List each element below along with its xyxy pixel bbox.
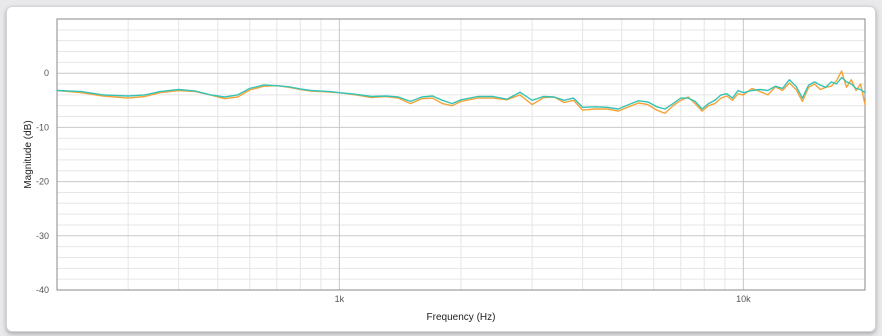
chart-panel: 0 -10 -20 -30 -40 1k 10k Frequency (Hz) Magni… [6, 6, 876, 332]
minor-gridlines-y [57, 29, 865, 280]
y-tick-labels: 0 -10 -20 -30 -40 [36, 68, 49, 295]
x-tick-labels: 1k 10k [335, 294, 752, 304]
plot-area-border [56, 18, 866, 291]
y-tick-label: 0 [44, 68, 49, 78]
x-tick-label: 10k [736, 294, 751, 304]
y-tick-label: -20 [36, 177, 49, 187]
frequency-response-chart: 0 -10 -20 -30 -40 1k 10k Frequency (Hz) Magni… [23, 18, 866, 323]
x-tick-label: 1k [335, 294, 345, 304]
y-tick-label: -30 [36, 231, 49, 241]
minor-gridlines-x [127, 19, 726, 290]
x-axis-title: Frequency (Hz) [427, 312, 496, 323]
y-tick-label: -10 [36, 122, 49, 132]
y-tick-label: -40 [36, 285, 49, 295]
series-line-2 [56, 76, 866, 110]
y-axis-title: Magnitude (dB) [23, 120, 34, 188]
series-layer [56, 70, 866, 115]
